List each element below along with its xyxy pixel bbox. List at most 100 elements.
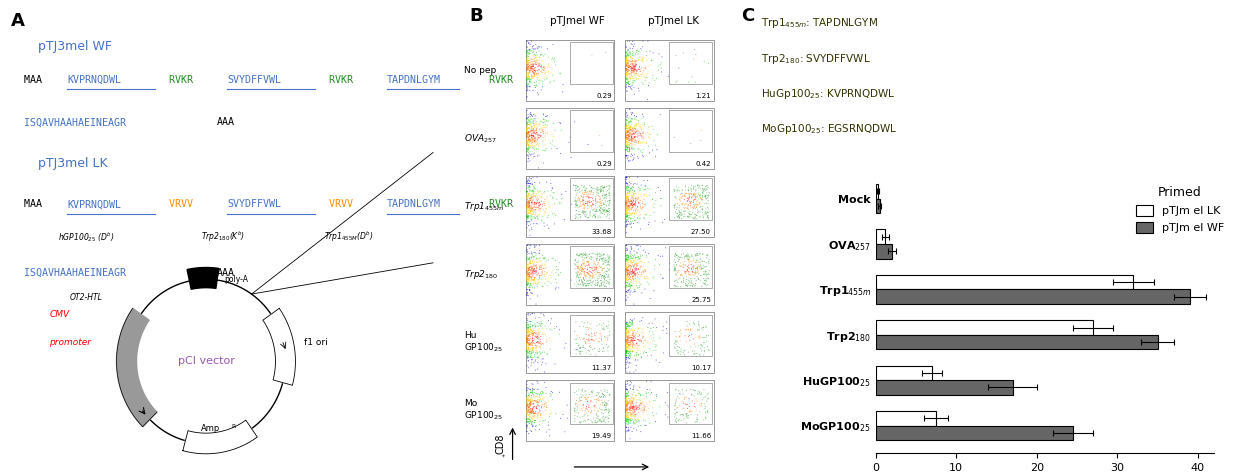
Point — [697, 270, 717, 278]
Point — [616, 55, 636, 62]
Point — [518, 311, 538, 319]
Point — [616, 57, 636, 65]
Point — [630, 331, 650, 339]
Point — [580, 409, 600, 417]
Point — [694, 185, 714, 193]
Point — [667, 195, 687, 202]
Point — [630, 279, 650, 287]
Point — [582, 202, 601, 210]
Point — [520, 259, 539, 267]
Point — [616, 59, 636, 67]
Point — [520, 199, 539, 206]
Point — [618, 333, 637, 340]
Point — [525, 310, 544, 317]
Point — [630, 283, 650, 291]
Point — [517, 126, 537, 133]
Point — [575, 187, 595, 195]
Point — [528, 72, 548, 80]
Point — [520, 46, 539, 53]
Point — [551, 415, 570, 422]
Point — [691, 261, 711, 268]
Point — [520, 182, 539, 190]
Point — [620, 191, 640, 199]
Point — [517, 56, 537, 64]
Point — [618, 203, 637, 210]
Point — [630, 395, 650, 402]
Point — [636, 248, 656, 256]
Point — [520, 407, 539, 415]
Point — [518, 397, 538, 404]
Point — [518, 248, 538, 255]
Point — [618, 128, 637, 136]
Point — [522, 335, 542, 342]
Point — [622, 327, 642, 335]
Point — [517, 401, 537, 409]
Point — [639, 62, 658, 70]
Point — [616, 265, 636, 273]
Point — [523, 150, 543, 158]
Point — [517, 408, 537, 415]
Point — [634, 203, 653, 211]
Point — [622, 341, 642, 348]
Point — [621, 149, 641, 157]
Point — [619, 322, 639, 329]
Point — [616, 116, 636, 123]
Point — [596, 400, 616, 408]
Point — [620, 318, 640, 326]
Point — [526, 390, 546, 397]
Point — [616, 339, 636, 347]
Point — [569, 281, 589, 289]
Point — [622, 199, 642, 206]
Point — [644, 287, 663, 294]
Point — [618, 154, 637, 161]
Point — [520, 282, 539, 290]
Point — [699, 255, 719, 263]
Point — [520, 201, 539, 209]
Point — [616, 279, 636, 286]
Point — [631, 353, 651, 360]
Point — [532, 283, 552, 290]
Point — [518, 184, 538, 191]
Point — [527, 390, 547, 397]
Point — [539, 413, 559, 420]
Point — [696, 200, 715, 207]
Point — [689, 203, 709, 211]
Point — [588, 251, 608, 258]
Point — [583, 346, 603, 353]
Point — [580, 182, 600, 190]
Point — [526, 64, 546, 72]
Point — [531, 133, 551, 140]
Point — [631, 271, 651, 279]
Point — [618, 212, 637, 219]
Point — [634, 37, 653, 45]
Point — [618, 58, 637, 65]
Point — [671, 271, 691, 278]
Point — [521, 407, 541, 415]
Point — [536, 399, 556, 407]
Point — [618, 380, 637, 388]
Point — [640, 269, 660, 277]
Point — [629, 73, 649, 80]
Point — [600, 262, 620, 270]
Point — [621, 132, 641, 140]
Point — [560, 134, 580, 141]
Point — [632, 56, 652, 64]
Point — [618, 55, 637, 63]
Point — [625, 345, 645, 353]
Point — [521, 242, 541, 249]
Point — [518, 125, 538, 132]
Point — [517, 315, 537, 323]
Point — [616, 320, 636, 328]
Point — [523, 325, 543, 332]
Point — [522, 209, 542, 217]
Point — [522, 140, 542, 147]
Point — [621, 281, 641, 289]
Point — [684, 213, 704, 221]
Point — [630, 225, 650, 233]
Point — [529, 134, 549, 142]
Point — [585, 213, 605, 221]
Point — [528, 326, 548, 333]
Point — [522, 344, 542, 351]
Point — [624, 269, 644, 277]
Point — [522, 73, 542, 80]
